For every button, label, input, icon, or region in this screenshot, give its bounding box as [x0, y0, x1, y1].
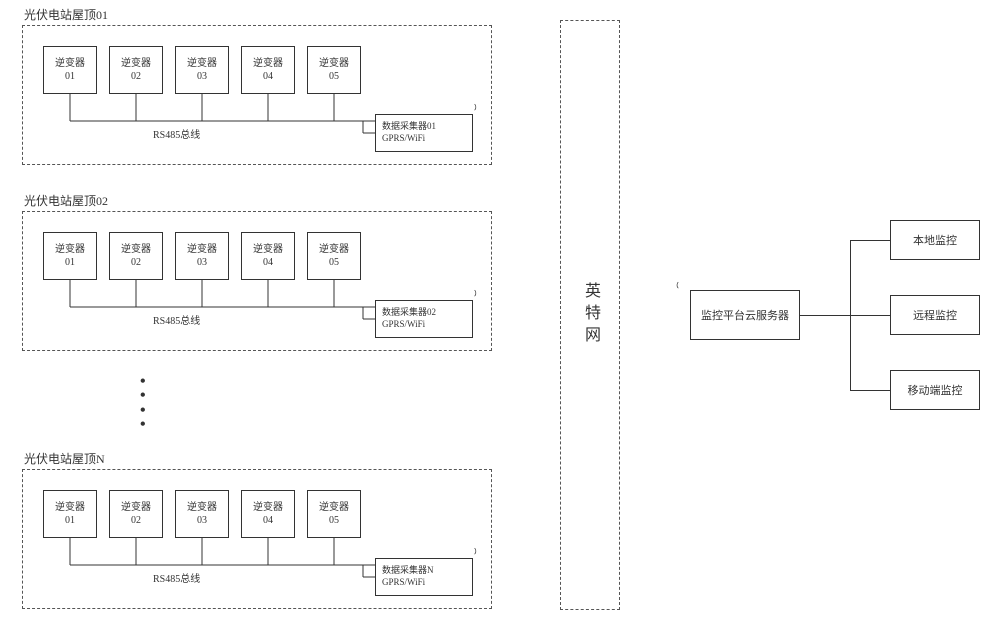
- collector-label: 数据采集器02: [382, 307, 436, 319]
- inv-id: 01: [65, 514, 75, 527]
- inv-label: 逆变器: [121, 57, 151, 70]
- station-title: 光伏电站屋顶02: [24, 192, 492, 209]
- inv-label: 逆变器: [187, 57, 217, 70]
- station-02: 光伏电站屋顶02 逆变器01 逆变器02 逆变器03 逆变器04 逆变器05 R…: [22, 192, 492, 351]
- inverter-05: 逆变器05: [307, 490, 361, 538]
- wifi-icon: ◝: [672, 280, 686, 294]
- data-collector: ◝ 数据采集器N GPRS/WiFi: [375, 558, 473, 596]
- station-box: 逆变器01 逆变器02 逆变器03 逆变器04 逆变器05 RS485总线 ◝ …: [22, 211, 492, 351]
- client-mobile: 移动端监控: [890, 370, 980, 410]
- inverter-01: 逆变器01: [43, 46, 97, 94]
- inv-id: 02: [131, 70, 141, 83]
- client-local: 本地监控: [890, 220, 980, 260]
- inverter-row: 逆变器01 逆变器02 逆变器03 逆变器04 逆变器05: [43, 232, 361, 280]
- inv-id: 03: [197, 514, 207, 527]
- inverter-01: 逆变器01: [43, 232, 97, 280]
- ellipsis-dots: ••••: [140, 375, 146, 433]
- inv-label: 逆变器: [55, 501, 85, 514]
- bus-label: RS485总线: [153, 126, 200, 141]
- inv-label: 逆变器: [319, 57, 349, 70]
- inverter-04: 逆变器04: [241, 232, 295, 280]
- inverter-05: 逆变器05: [307, 46, 361, 94]
- client-label: 远程监控: [913, 307, 957, 323]
- inverter-row: 逆变器01 逆变器02 逆变器03 逆变器04 逆变器05: [43, 46, 361, 94]
- collector-label: 数据采集器N: [382, 565, 434, 577]
- inverter-01: 逆变器01: [43, 490, 97, 538]
- wifi-icon: ◝: [467, 288, 481, 302]
- connector-line: [850, 315, 890, 316]
- client-label: 本地监控: [913, 232, 957, 248]
- wifi-icon: ◝: [467, 546, 481, 560]
- inv-label: 逆变器: [121, 243, 151, 256]
- collector-sub: GPRS/WiFi: [382, 577, 425, 589]
- inv-label: 逆变器: [55, 57, 85, 70]
- inv-id: 04: [263, 256, 273, 269]
- client-remote: 远程监控: [890, 295, 980, 335]
- collector-sub: GPRS/WiFi: [382, 319, 425, 331]
- inv-label: 逆变器: [319, 501, 349, 514]
- inv-label: 逆变器: [319, 243, 349, 256]
- inverter-04: 逆变器04: [241, 490, 295, 538]
- inverter-03: 逆变器03: [175, 46, 229, 94]
- inv-id: 05: [329, 514, 339, 527]
- inv-label: 逆变器: [187, 501, 217, 514]
- inv-label: 逆变器: [187, 243, 217, 256]
- inverter-03: 逆变器03: [175, 490, 229, 538]
- data-collector: ◝ 数据采集器01 GPRS/WiFi: [375, 114, 473, 152]
- inv-label: 逆变器: [55, 243, 85, 256]
- wifi-icon: ◝: [467, 102, 481, 116]
- station-box: 逆变器01 逆变器02 逆变器03 逆变器04 逆变器05 RS485总线 ◝ …: [22, 469, 492, 609]
- inv-id: 05: [329, 70, 339, 83]
- inv-label: 逆变器: [253, 57, 283, 70]
- internet-label: 英特网: [578, 282, 602, 348]
- inv-label: 逆变器: [253, 501, 283, 514]
- inv-id: 04: [263, 514, 273, 527]
- connector-line: [800, 315, 850, 316]
- inv-id: 03: [197, 256, 207, 269]
- inv-label: 逆变器: [121, 501, 151, 514]
- connector-line: [850, 240, 890, 241]
- inv-id: 01: [65, 256, 75, 269]
- inverter-02: 逆变器02: [109, 46, 163, 94]
- inv-id: 02: [131, 256, 141, 269]
- station-01: 光伏电站屋顶01 逆变器01 逆变器02 逆变器03 逆变器04 逆变器05 R…: [22, 6, 492, 165]
- collector-sub: GPRS/WiFi: [382, 133, 425, 145]
- inv-id: 04: [263, 70, 273, 83]
- inverter-row: 逆变器01 逆变器02 逆变器03 逆变器04 逆变器05: [43, 490, 361, 538]
- inv-id: 01: [65, 70, 75, 83]
- station-title: 光伏电站屋顶01: [24, 6, 492, 23]
- inv-id: 02: [131, 514, 141, 527]
- data-collector: ◝ 数据采集器02 GPRS/WiFi: [375, 300, 473, 338]
- inverter-05: 逆变器05: [307, 232, 361, 280]
- inverter-04: 逆变器04: [241, 46, 295, 94]
- server-label: 监控平台云服务器: [701, 307, 789, 323]
- collector-label: 数据采集器01: [382, 121, 436, 133]
- station-title: 光伏电站屋顶N: [24, 450, 492, 467]
- client-label: 移动端监控: [908, 382, 963, 398]
- inverter-02: 逆变器02: [109, 232, 163, 280]
- internet-box: 英特网: [560, 20, 620, 610]
- inv-id: 03: [197, 70, 207, 83]
- connector-line: [850, 390, 890, 391]
- bus-label: RS485总线: [153, 570, 200, 585]
- bus-label: RS485总线: [153, 312, 200, 327]
- inverter-03: 逆变器03: [175, 232, 229, 280]
- inverter-02: 逆变器02: [109, 490, 163, 538]
- inv-label: 逆变器: [253, 243, 283, 256]
- cloud-server: ◝ 监控平台云服务器: [690, 290, 800, 340]
- station-n: 光伏电站屋顶N 逆变器01 逆变器02 逆变器03 逆变器04 逆变器05 RS…: [22, 450, 492, 609]
- station-box: 逆变器01 逆变器02 逆变器03 逆变器04 逆变器05 RS485总线 ◝ …: [22, 25, 492, 165]
- inv-id: 05: [329, 256, 339, 269]
